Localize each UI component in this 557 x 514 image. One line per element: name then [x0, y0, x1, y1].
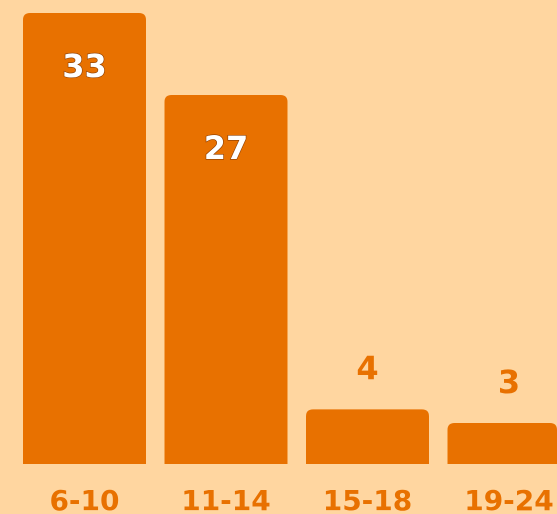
bar-value-label: 27 — [204, 129, 249, 167]
bar-19-24 — [447, 423, 557, 464]
x-tick-label: 6-10 — [49, 484, 119, 514]
value-labels-group: 33 27 4 3 — [62, 46, 520, 401]
x-tick-label: 19-24 — [464, 484, 554, 514]
bar-6-10 — [23, 13, 146, 464]
x-tick-label: 11-14 — [181, 484, 271, 514]
bar-15-18 — [306, 409, 429, 464]
bars-group — [23, 13, 557, 464]
x-tick-label: 15-18 — [323, 484, 413, 514]
bar-11-14 — [164, 95, 288, 464]
bar-value-label: 33 — [62, 47, 107, 85]
bar-value-label: 4 — [356, 349, 378, 387]
bar-value-label: 3 — [498, 363, 520, 401]
x-tick-labels-group: 6-10 11-14 15-18 19-24 — [49, 484, 553, 514]
